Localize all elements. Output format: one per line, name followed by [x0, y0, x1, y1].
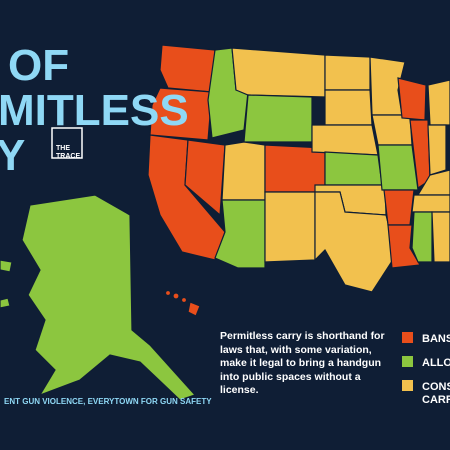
state	[324, 89, 373, 126]
state	[149, 87, 213, 141]
description: Permitless carry is shorthand for laws t…	[220, 330, 385, 396]
state	[172, 292, 180, 300]
state	[0, 259, 13, 273]
state	[411, 211, 433, 263]
state	[159, 44, 216, 93]
legend-label: ALLOW	[422, 357, 450, 369]
logo-box	[51, 127, 83, 159]
legend-label: BANS	[422, 333, 450, 345]
state	[0, 297, 11, 309]
state	[371, 114, 413, 146]
state	[377, 144, 419, 191]
legend: BANS ALLOW CONSCARRY	[402, 332, 450, 406]
state	[187, 301, 201, 317]
title-line: MITLESS	[0, 86, 189, 135]
logo-text: THE	[56, 145, 70, 152]
state	[164, 289, 172, 297]
state	[21, 194, 197, 401]
legend-label: CARRY	[422, 394, 450, 406]
legend-swatch	[402, 356, 413, 367]
state	[397, 77, 427, 121]
state	[427, 79, 450, 126]
state	[184, 139, 226, 217]
state	[311, 124, 379, 156]
legend-swatch	[402, 380, 413, 391]
states	[0, 44, 450, 401]
state	[180, 296, 188, 304]
state	[243, 94, 313, 143]
logo-text: TRACE	[56, 153, 80, 160]
title-line: Y	[0, 131, 25, 180]
title-line: OF	[8, 41, 69, 90]
state	[416, 169, 450, 196]
source: ENT GUN VIOLENCE, EVERYTOWN FOR GUN SAFE…	[4, 397, 212, 406]
state	[383, 189, 415, 226]
state	[324, 54, 371, 91]
state	[231, 47, 326, 98]
legend-swatch	[402, 332, 413, 343]
state	[264, 191, 316, 263]
state	[427, 124, 447, 176]
state	[431, 211, 450, 263]
state	[411, 194, 450, 213]
state	[314, 191, 397, 293]
legend-label: CONS	[422, 381, 450, 393]
state	[324, 151, 383, 186]
state	[221, 141, 266, 201]
